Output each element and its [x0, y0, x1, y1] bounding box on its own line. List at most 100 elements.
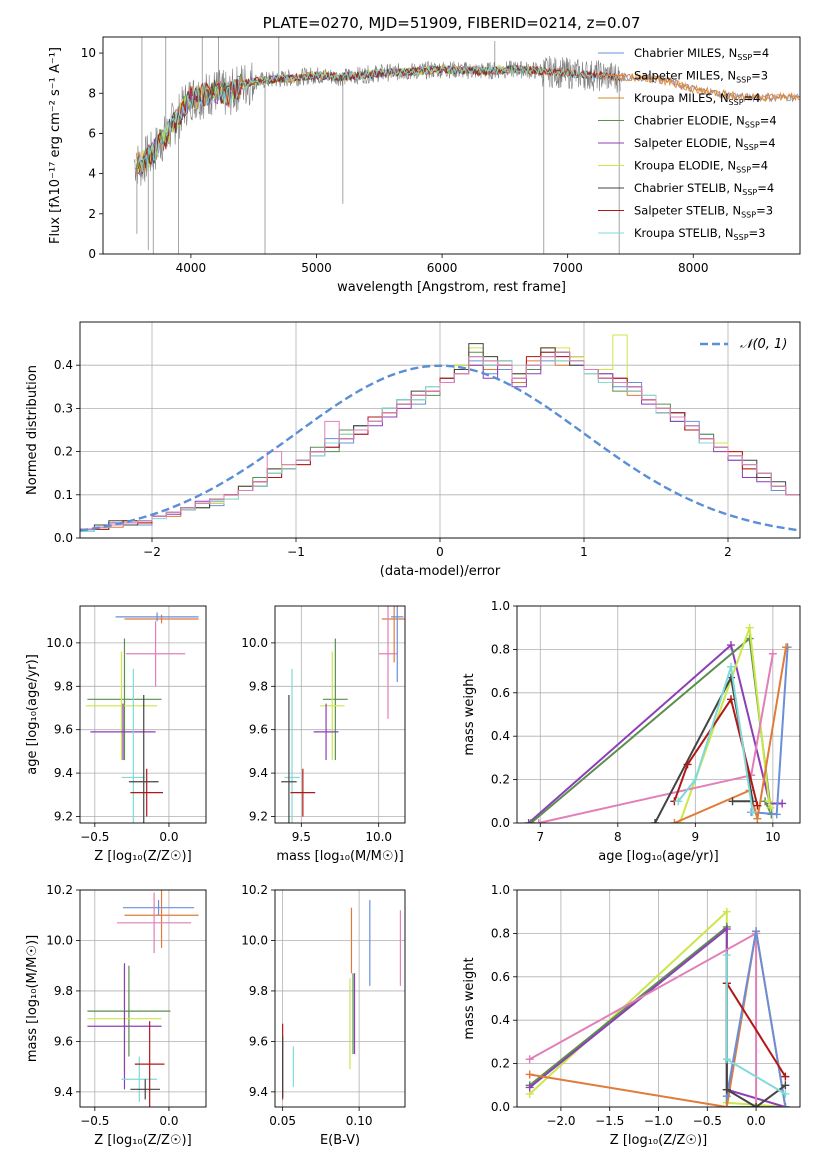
histogram-kroupa_elodie: [80, 334, 800, 532]
x-tick-label: −0.5: [693, 1114, 722, 1128]
y-tick-label: 0.4: [54, 358, 73, 372]
weight-marker: [722, 1085, 731, 1094]
weight-line-salpeter_miles: [674, 647, 787, 823]
y-axis-label: age [log₁₀(age/yr)]: [25, 654, 40, 775]
y-tick-label: 9.4: [249, 1085, 268, 1099]
x-tick-label: 1: [580, 545, 588, 559]
y-tick-label: 9.6: [54, 723, 73, 737]
y-tick-label: 0.4: [491, 1013, 510, 1027]
x-tick-label: 8: [614, 830, 622, 844]
x-tick-label: 9.5: [292, 830, 311, 844]
y-tick-label: 0.1: [54, 488, 73, 502]
x-tick-label: 10.0: [365, 830, 392, 844]
weight-marker: [766, 803, 775, 812]
age_vs_mass-points: [281, 606, 405, 823]
x-tick-label: 6000: [427, 261, 458, 275]
chart-title: PLATE=0270, MJD=51909, FIBERID=0214, z=0…: [263, 14, 641, 32]
y-tick-label: 0.4: [491, 729, 510, 743]
x-axis-label: E(B-V): [320, 1133, 360, 1148]
weight-line-kroupa_elodie: [678, 627, 772, 823]
spectrum-frame: [102, 36, 801, 255]
x-tick-label: 8000: [678, 261, 709, 275]
model-fit-chabrier_elodie: [136, 64, 543, 173]
histogram-salpeter_elodie: [80, 351, 800, 530]
weight-marker: [722, 907, 731, 916]
y-tick-label: 2: [88, 207, 96, 221]
y-tick-label: 8: [88, 86, 96, 100]
weight-marker: [782, 643, 791, 652]
mass_vs_EBV-axes: 0.05 0.10 9.4 9.6 9.8 10.0 10.2 E(B-V): [241, 883, 405, 1148]
x-tick-label: 4000: [176, 261, 207, 275]
y-tick-label: 6: [88, 126, 96, 140]
y-tick-label: 0.0: [491, 1100, 510, 1114]
mass_vs_Z-frame: [79, 889, 207, 1108]
histogram-chabrier_elodie: [80, 351, 800, 530]
weight-marker: [748, 808, 757, 817]
weight-marker: [674, 797, 683, 806]
x-axis-label: mass [log₁₀(M/M☉)]: [276, 849, 403, 864]
y-tick-label: 9.8: [54, 679, 73, 693]
weight-marker: [525, 1055, 534, 1064]
y-tick-label: 10.0: [241, 636, 268, 650]
weight-marker: [781, 1103, 790, 1107]
legend-label: Chabrier MILES, NSSP=4: [634, 46, 769, 62]
weight-marker: [781, 1072, 790, 1081]
y-tick-label: 1.0: [491, 599, 510, 613]
y-tick-label: 9.2: [54, 809, 73, 823]
x-tick-label: 9: [692, 830, 700, 844]
weight-line-pink: [538, 653, 774, 823]
y-tick-label: 10.2: [46, 883, 73, 897]
x-tick-label: 10: [765, 830, 780, 844]
y-tick-label: 10: [81, 46, 96, 60]
y-axis-label: mass weight: [462, 673, 477, 755]
weight-marker: [772, 810, 781, 819]
y-tick-label: 9.4: [249, 766, 268, 780]
legend-label: Salpeter MILES, NSSP=3: [634, 69, 768, 85]
x-axis-label: Z [log₁₀(Z/Z☉)]: [610, 1133, 707, 1148]
x-axis-label: Z [log₁₀(Z/Z☉)]: [94, 1133, 191, 1148]
y-tick-label: 4: [88, 167, 96, 181]
x-tick-label: 0.0: [159, 1114, 178, 1128]
model-fit-chabrier_stelib: [137, 64, 621, 170]
age_vs_Z-frame: [79, 605, 207, 824]
y-tick-label: 0.3: [54, 401, 73, 415]
x-axis-label: Z [log₁₀(Z/Z☉)]: [94, 849, 191, 864]
y-tick-label: 0.0: [54, 531, 73, 545]
weight_vs_Z-axes: −2.0 −1.5 −1.0 −0.5 0.0 0.0 0.2 0.4 0.6 0.8 1.0 Z […: [462, 883, 800, 1148]
weight-marker: [534, 819, 543, 823]
y-tick-label: 9.8: [249, 679, 268, 693]
x-tick-label: 0.05: [269, 1114, 296, 1128]
x-axis-label: (data-model)/error: [380, 564, 501, 579]
weight-marker: [722, 1103, 731, 1107]
y-tick-label: 9.4: [54, 1085, 73, 1099]
y-axis-label: Normed distribution: [25, 365, 40, 495]
x-tick-label: 7000: [552, 261, 583, 275]
age_vs_mass-axes: 9.5 10.0 9.2 9.4 9.6 9.8 10.0 mass [log₁₀(M/M☉)…: [241, 606, 405, 864]
legend-label: Salpeter ELODIE, NSSP=4: [634, 136, 776, 152]
y-axis-label: Flux [fλ10⁻¹⁷ erg cm⁻² s⁻¹ A⁻¹]: [48, 47, 63, 244]
y-tick-label: 0.8: [491, 926, 510, 940]
weight_vs_age-lines: [524, 623, 792, 823]
weight-marker: [683, 760, 692, 769]
legend-label: Chabrier STELIB, NSSP=4: [634, 181, 774, 197]
model-fit-salpeter_elodie: [136, 63, 542, 173]
weight-marker: [670, 819, 679, 823]
histogram-salpeter_stelib: [80, 351, 800, 530]
legend-label: Kroupa MILES, NSSP=4: [634, 91, 760, 107]
weight-line-kroupa_elodie: [529, 909, 786, 1107]
x-tick-label: 0.10: [346, 1114, 373, 1128]
x-tick-label: 0.0: [159, 830, 178, 844]
histogram-pink: [80, 351, 800, 530]
y-tick-label: 0: [88, 247, 96, 261]
x-tick-label: −1.0: [644, 1114, 673, 1128]
normal-curve: [80, 364, 800, 532]
weight-marker: [726, 695, 735, 704]
spectrum-legend: Chabrier MILES, NSSP=4 Salpeter MILES, NS…: [598, 46, 777, 242]
y-tick-label: 10.0: [46, 636, 73, 650]
x-tick-label: 0: [436, 545, 444, 559]
weight-marker: [781, 1089, 790, 1098]
weight-marker: [526, 819, 535, 823]
weight-marker: [764, 797, 773, 806]
x-tick-label: −0.5: [80, 830, 109, 844]
